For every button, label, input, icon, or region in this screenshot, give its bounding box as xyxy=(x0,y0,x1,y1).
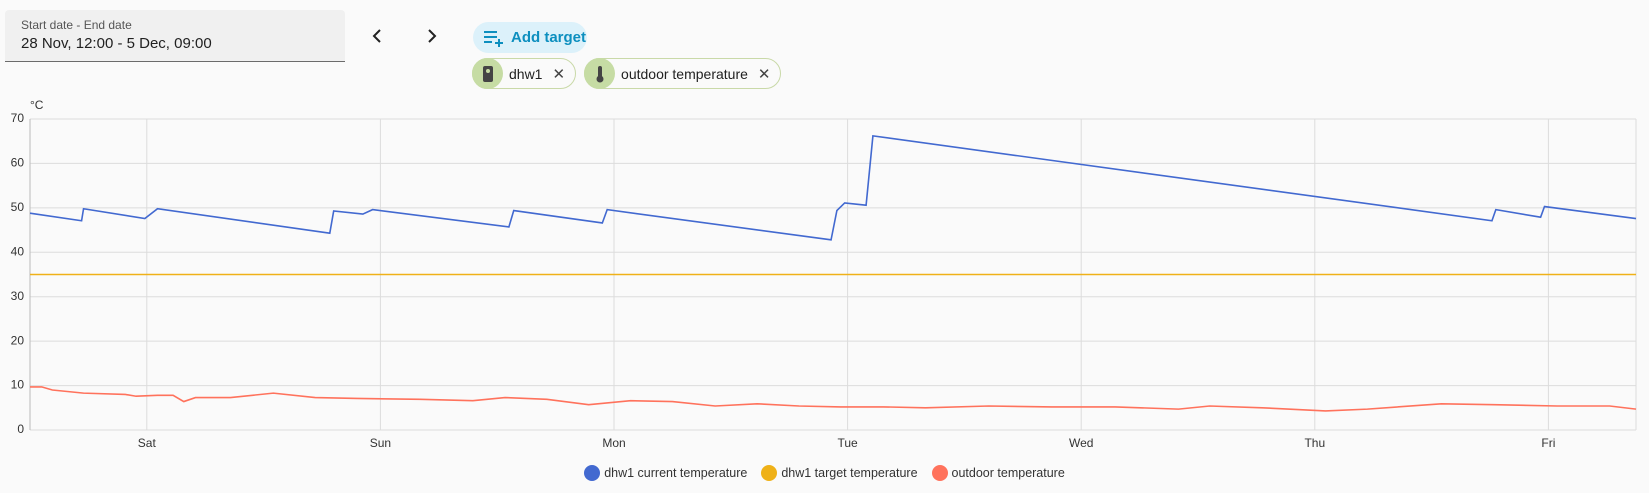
y-tick-label: 30 xyxy=(11,289,25,303)
remove-button[interactable]: ✕ xyxy=(552,65,566,83)
date-picker[interactable]: Start date - End date 28 Nov, 12:00 - 5 … xyxy=(5,10,345,62)
legend-swatch xyxy=(761,465,778,481)
date-picker-label: Start date - End date xyxy=(21,18,132,32)
y-axis-unit: °C xyxy=(30,98,44,112)
legend-swatch xyxy=(931,465,948,481)
add-target-label: Add target xyxy=(511,29,586,46)
legend: dhw1 current temperature dhw1 target temp… xyxy=(0,465,1649,481)
y-tick-label: 10 xyxy=(11,378,25,392)
next-button[interactable] xyxy=(420,24,444,48)
legend-label: dhw1 target temperature xyxy=(781,466,918,480)
x-tick-label: Fri xyxy=(1541,436,1555,450)
series-line xyxy=(29,134,1637,241)
x-tick-label: Mon xyxy=(602,436,625,450)
chip-icon xyxy=(472,58,503,89)
x-tick-label: Sun xyxy=(370,436,391,450)
chip-label: outdoor temperature xyxy=(621,65,748,82)
target-chip[interactable]: outdoor temperature ✕ xyxy=(584,58,782,89)
previous-button[interactable] xyxy=(365,24,389,48)
chart: °C 0 10 20 30 40 50 60 70 Sat Sun Mon Tue Wed Thu Fri xyxy=(11,98,1637,450)
y-tick-label: 20 xyxy=(11,333,25,347)
legend-swatch xyxy=(584,465,601,481)
legend-item[interactable]: outdoor temperature xyxy=(931,465,1065,481)
target-chips: dhw1 ✕ outdoor temperature ✕ xyxy=(472,58,782,89)
x-tick-label: Tue xyxy=(837,436,858,450)
add-icon xyxy=(484,30,503,47)
x-tick-label: Sat xyxy=(138,436,157,450)
x-tick-label: Thu xyxy=(1304,436,1325,450)
y-tick-label: 50 xyxy=(11,200,25,214)
legend-item[interactable]: dhw1 target temperature xyxy=(761,465,918,481)
y-tick-label: 70 xyxy=(11,111,25,125)
series-line xyxy=(30,386,1637,412)
chip-label: dhw1 xyxy=(509,65,543,82)
date-picker-value: 28 Nov, 12:00 - 5 Dec, 09:00 xyxy=(21,35,212,52)
chip-icon xyxy=(584,58,616,89)
x-tick-label: Wed xyxy=(1069,436,1093,450)
y-tick-label: 60 xyxy=(11,156,25,170)
y-tick-label: 40 xyxy=(11,244,25,258)
add-target-button[interactable]: Add target xyxy=(473,22,587,53)
legend-label: dhw1 current temperature xyxy=(604,466,748,480)
legend-label: outdoor temperature xyxy=(951,466,1065,480)
legend-item[interactable]: dhw1 current temperature xyxy=(584,465,747,481)
remove-button[interactable]: ✕ xyxy=(757,65,771,83)
toolbar: Start date - End date 28 Nov, 12:00 - 5 … xyxy=(0,0,1649,95)
y-tick-label: 0 xyxy=(17,422,24,436)
target-chip[interactable]: dhw1 ✕ xyxy=(472,58,577,89)
